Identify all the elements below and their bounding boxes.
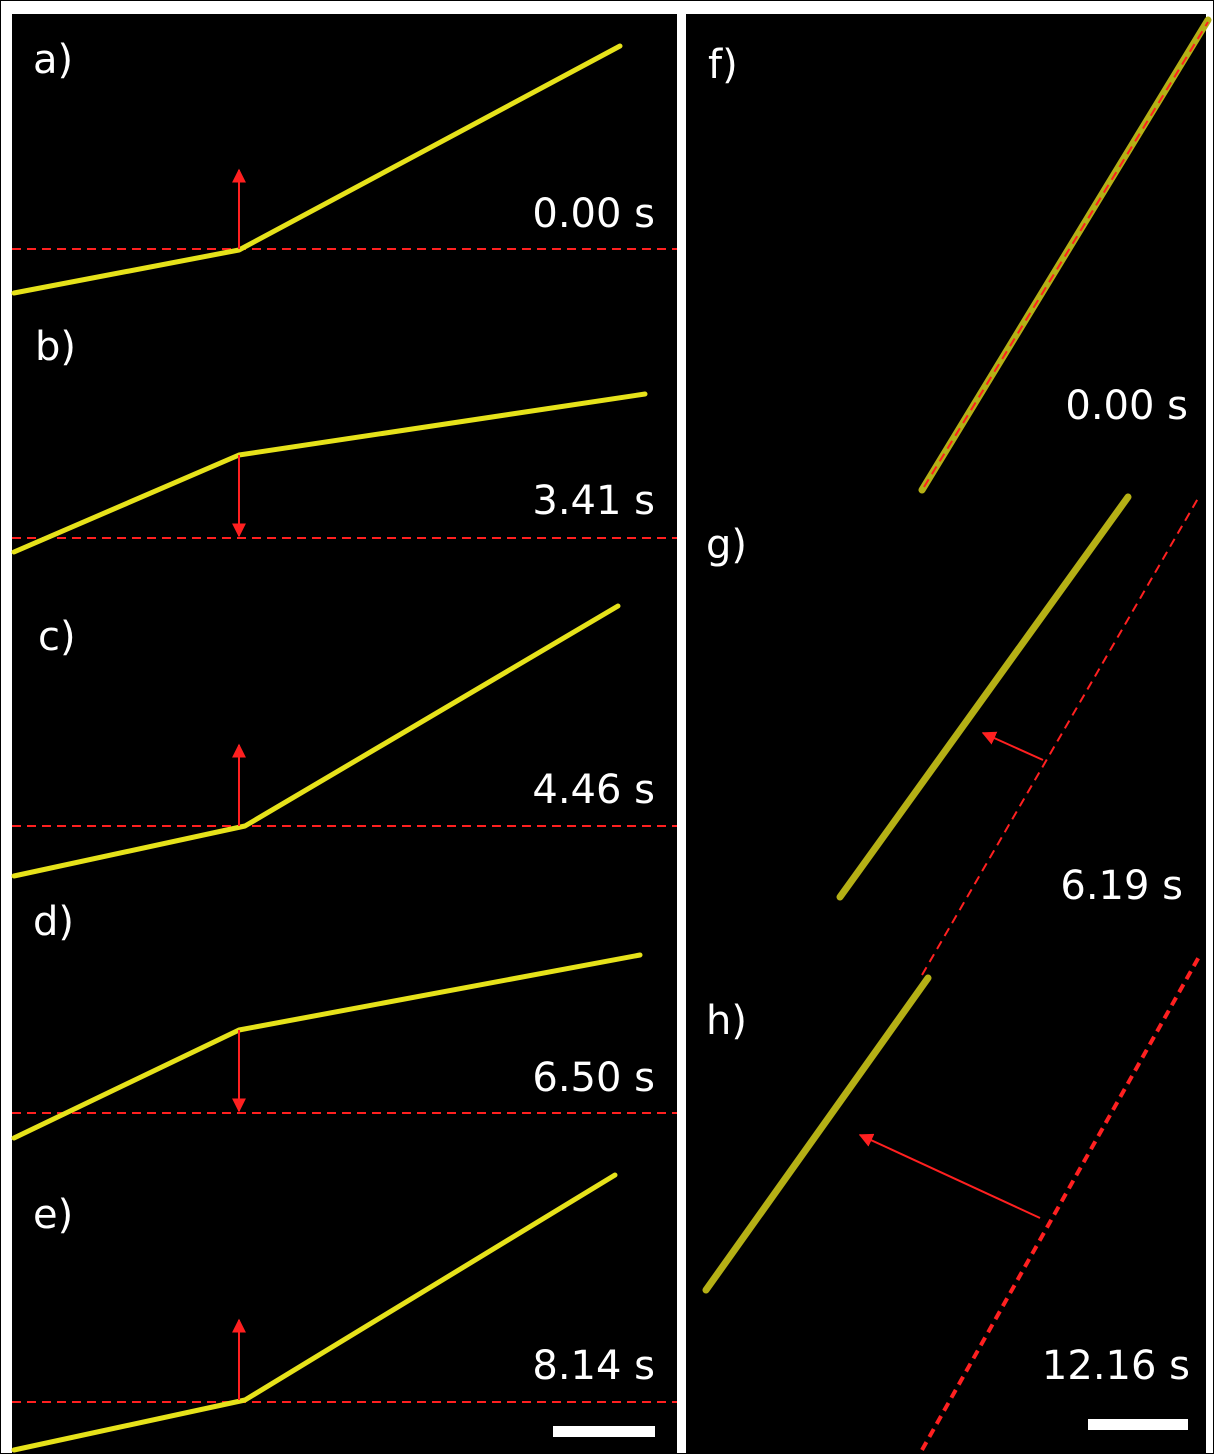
scale-bar — [553, 1426, 655, 1437]
time-label: 6.19 s — [1060, 863, 1183, 909]
time-label: 12.16 s — [1042, 1343, 1190, 1389]
panel-label: f) — [708, 42, 738, 88]
figure: a) 0.00 s b) 3.41 s c) 4.46 s d) 6.50 s … — [0, 0, 1214, 1454]
scale-bar — [1088, 1419, 1188, 1430]
right-panel — [686, 14, 1206, 1454]
time-label: 8.14 s — [532, 1343, 655, 1389]
panel-label: c) — [38, 614, 76, 660]
panel-label: e) — [33, 1192, 73, 1238]
time-label: 0.00 s — [1065, 383, 1188, 429]
panel-label: b) — [35, 324, 76, 370]
panel-label: g) — [706, 522, 747, 568]
time-label: 0.00 s — [532, 191, 655, 237]
panel-label: h) — [706, 998, 747, 1044]
time-label: 4.46 s — [532, 767, 655, 813]
panel-label: a) — [33, 37, 73, 83]
time-label: 3.41 s — [532, 478, 655, 524]
panel-label: d) — [33, 899, 74, 945]
time-label: 6.50 s — [532, 1055, 655, 1101]
